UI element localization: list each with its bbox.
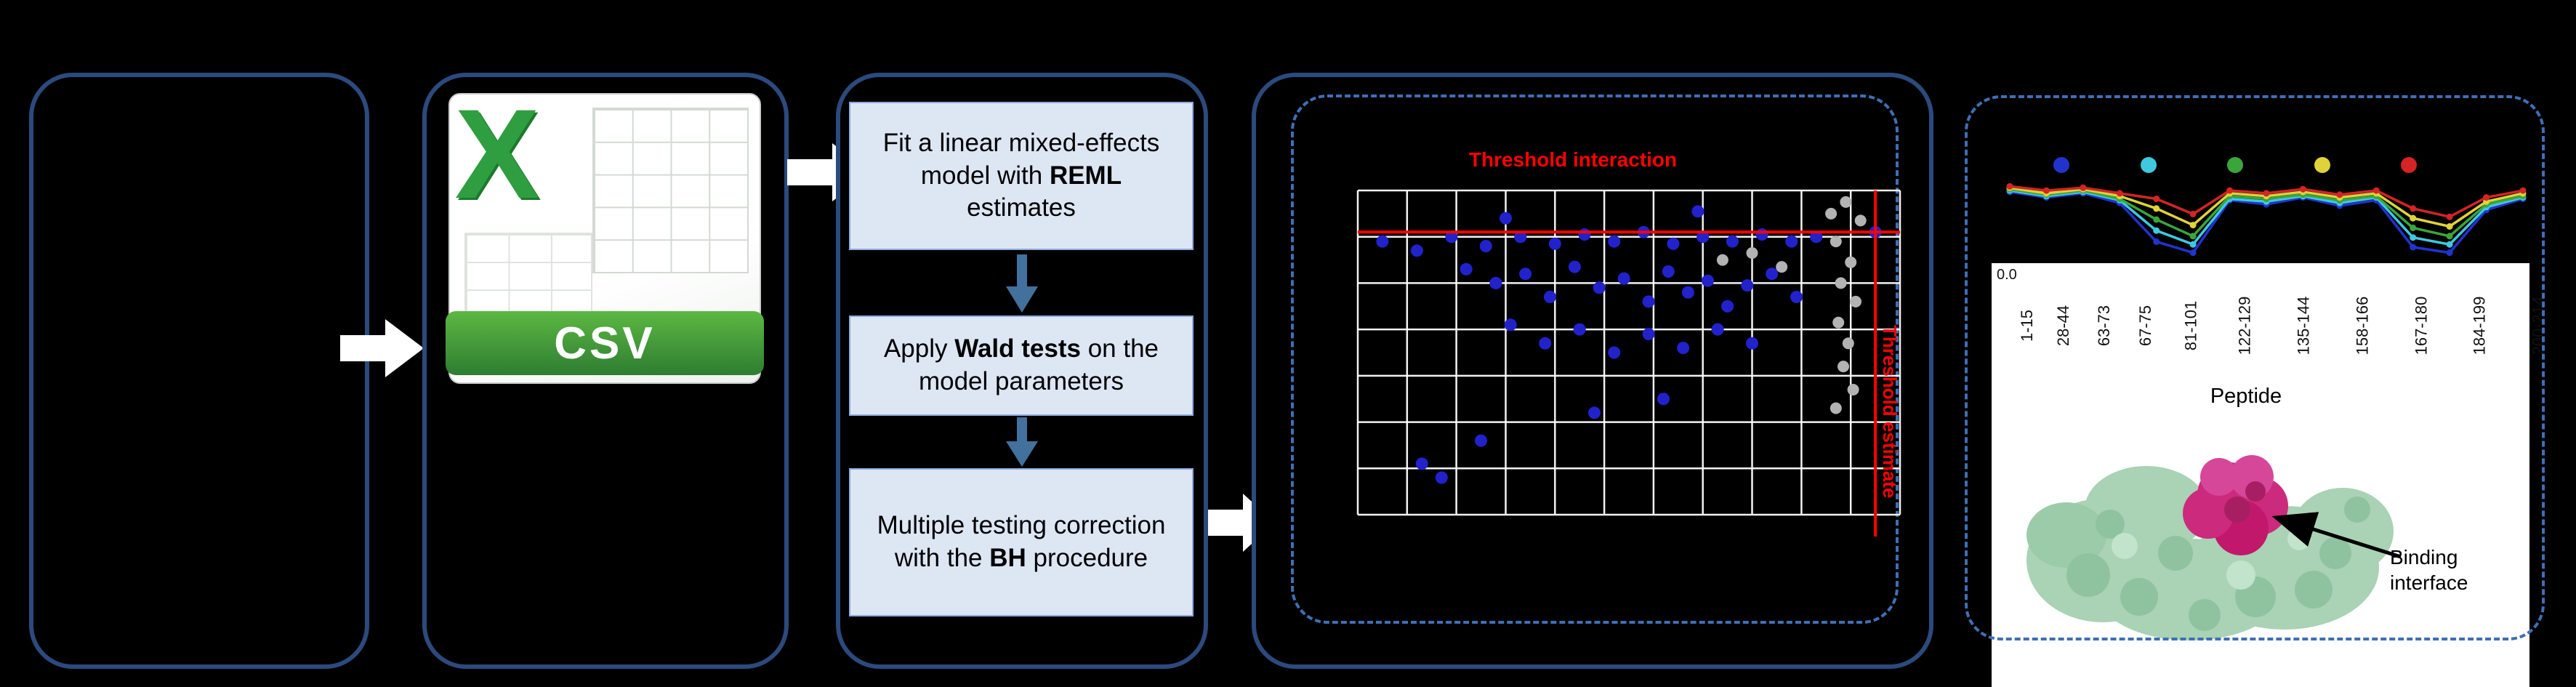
peptide-tick-label: 28-44 [2054, 305, 2073, 347]
peptide-tick-label: 122-129 [2235, 296, 2254, 355]
peptide-tick-label: 158-166 [2353, 296, 2372, 355]
flow-arrow-1-icon [340, 319, 424, 377]
down-arrow-1-icon [999, 254, 1045, 316]
peptide-tick-label: 67-75 [2136, 305, 2154, 347]
spreadsheet-grid [592, 108, 749, 273]
step-wald-box: Apply Wald tests on the model parameters [849, 316, 1194, 416]
step-bh-box: Multiple testing correction with the BH … [849, 468, 1194, 616]
scatter-series-blue [1376, 205, 1882, 484]
step-bh-text: Multiple testing correction with the BH … [877, 511, 1166, 572]
down-arrow-2-icon [999, 417, 1045, 470]
csv-file-icon: X CSV [445, 84, 765, 384]
timepoint-legend-dot [2053, 157, 2069, 173]
scatter-series-gray [1716, 196, 1867, 414]
peptide-axis-label: Peptide [2210, 385, 2282, 408]
timepoint-legend-dot [2140, 157, 2157, 173]
uptake-line-chart [2006, 182, 2527, 257]
peptide-axis-ticks: 1-15 28-44 63-73 67-75 81-101 122-129 135-144 1… [2011, 271, 2548, 380]
csv-file-box: X CSV [422, 73, 789, 669]
peptide-tick-label: 63-73 [2095, 305, 2114, 347]
step-reml-box: Fit a linear mixed-effects model with RE… [849, 102, 1194, 250]
peptide-tick-label: 135-144 [2294, 296, 2313, 355]
threshold-interaction-label: Threshold interaction [1468, 148, 1678, 171]
binding-interface-arrow-icon [2271, 512, 2402, 559]
peptide-tick-label: 184-199 [2470, 296, 2489, 355]
peptide-tick-label: 81-101 [2181, 300, 2200, 351]
scatter-result-panel: Threshold interaction Threshold estimate [1252, 73, 1933, 669]
peptide-tick-label: 218-237 [2568, 271, 2576, 380]
timepoint-legend [2053, 156, 2417, 174]
peptide-result-panel: 0.0 1-15 28-44 63-73 67-75 81-101 122-129 135-… [1965, 95, 2548, 687]
model-steps-box: Fit a linear mixed-effects model with RE… [836, 73, 1208, 669]
excel-x-letter: X [454, 84, 540, 225]
scatter-grid [1356, 189, 1901, 516]
spreadsheet-grid-small [464, 233, 592, 317]
uptake-line-red [2006, 182, 2527, 220]
step-wald-text: Apply Wald tests on the model parameters [883, 334, 1159, 395]
binding-interface-label: Binding interface [2390, 546, 2468, 594]
input-data-box [29, 73, 369, 669]
protein-structure-image [2026, 455, 2402, 640]
peptide-tick-label: 1-15 [2018, 309, 2037, 342]
csv-banner-label: CSV [445, 311, 765, 375]
timepoint-legend-dot [2227, 157, 2243, 173]
timepoint-legend-dot [2314, 157, 2330, 173]
peptide-tick-label: 200-214 [2529, 296, 2548, 355]
threshold-estimate-label: Threshold estimate [1879, 324, 1901, 499]
timepoint-legend-dot [2401, 157, 2417, 173]
peptide-tick-label: 167-180 [2412, 296, 2431, 355]
threshold-lines [1358, 190, 1900, 537]
step-reml-text: Fit a linear mixed-effects model with RE… [882, 128, 1160, 222]
interaction-scatter-plot [1356, 189, 1901, 537]
y-axis-tick: 0.0 [1997, 267, 2017, 283]
binding-interface-blob [2183, 455, 2288, 555]
